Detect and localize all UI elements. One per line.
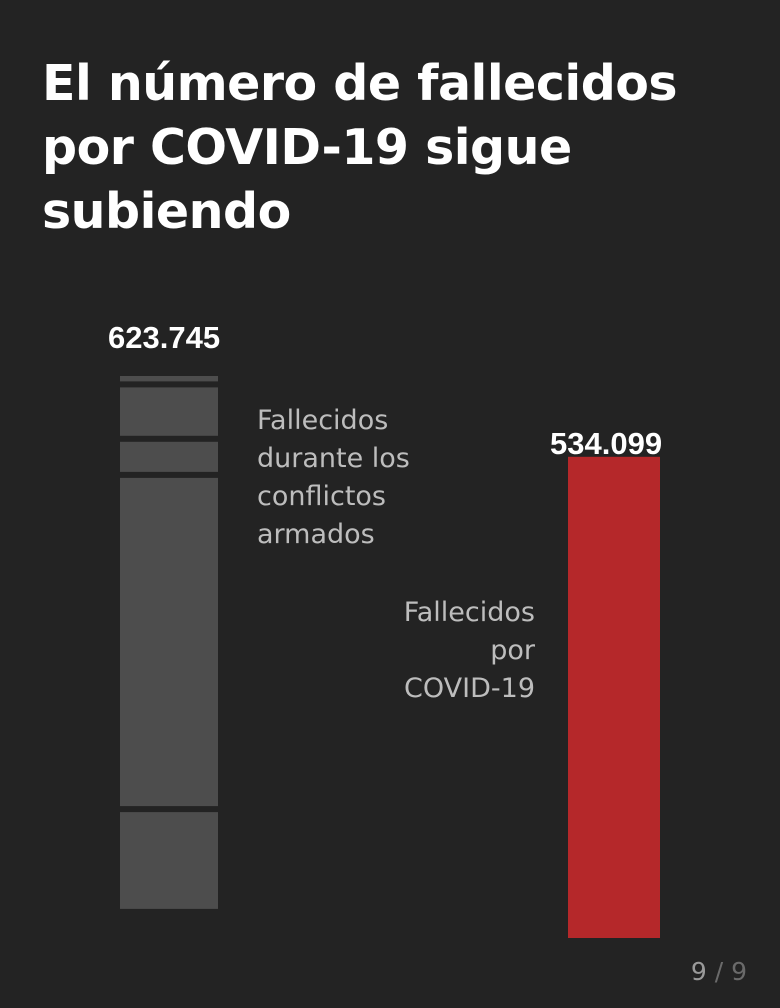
conflicts-label-line: durante los (257, 443, 410, 474)
covid-value-label: 534.099 (550, 426, 663, 461)
conflicts-bar-segment (120, 441, 218, 472)
conflicts-value-label: 623.745 (108, 320, 221, 355)
page-total: 9 (731, 957, 747, 986)
conflicts-bar-segment (120, 387, 218, 436)
page-current: 9 (690, 957, 707, 986)
covid-bar (568, 456, 660, 938)
conflicts-label-line: Fallecidos (257, 405, 389, 436)
conflicts-label-line: conflictos (257, 481, 387, 512)
conflicts-bar-segment (120, 812, 218, 909)
conflicts-bar-segment (120, 376, 218, 382)
conflicts-label-line: armados (257, 519, 375, 550)
covid-label-line: COVID-19 (404, 673, 535, 704)
page-separator: / (714, 957, 724, 986)
conflicts-series-label: Fallecidos durante los conflictos armado… (257, 402, 410, 554)
conflicts-bar-segment (120, 477, 218, 807)
page-indicator: 9 / 9 (691, 957, 747, 986)
covid-label-line: Fallecidos (403, 597, 535, 628)
chart-title: El número de fallecidos por COVID-19 sig… (42, 55, 678, 240)
covid-label-line: por (490, 635, 535, 666)
covid-series-label: Fallecidos por COVID-19 (404, 594, 535, 708)
